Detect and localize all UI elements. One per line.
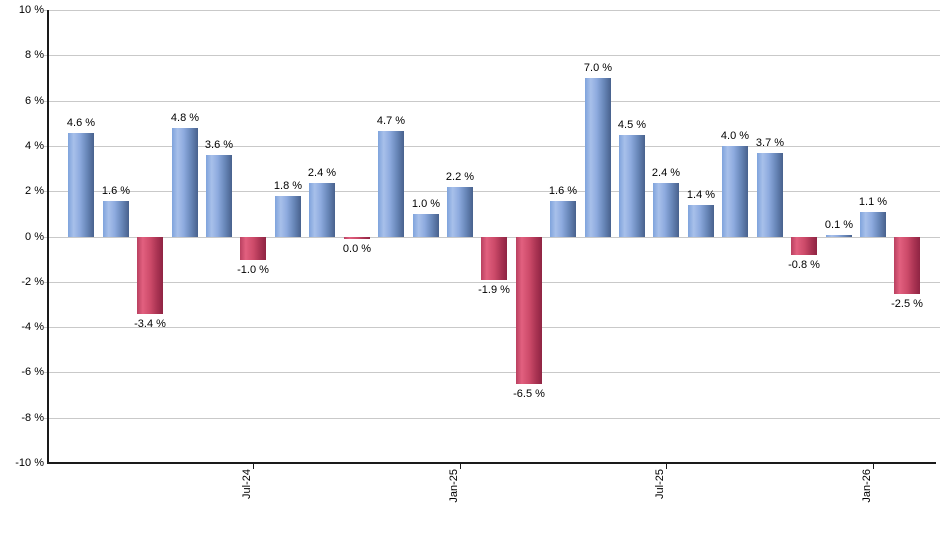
bar-positive <box>103 201 129 237</box>
bar-value-label: 3.7 % <box>755 137 785 149</box>
x-axis-tick-label: Jul-24 <box>241 469 253 499</box>
bar-negative <box>894 237 920 294</box>
y-axis-tick-label: -6 % <box>21 366 44 378</box>
y-gridline <box>44 146 940 147</box>
bar-positive <box>275 196 301 237</box>
y-axis-tick-label: 2 % <box>25 185 44 197</box>
bar-positive <box>550 201 576 237</box>
bar-value-label: 1.6 % <box>548 185 578 197</box>
bar-negative <box>791 237 817 255</box>
bar-value-label: -0.8 % <box>788 259 820 271</box>
x-axis-line <box>47 462 936 464</box>
y-gridline <box>44 327 940 328</box>
y-gridline <box>44 372 940 373</box>
bar-positive <box>653 183 679 237</box>
y-gridline <box>44 10 940 11</box>
bar-positive <box>688 205 714 237</box>
x-axis-tick <box>253 462 254 469</box>
bar-value-label: 2.2 % <box>445 171 475 183</box>
bar-value-label: 7.0 % <box>583 62 613 74</box>
bar-positive <box>68 133 94 237</box>
bar-negative <box>516 237 542 384</box>
x-axis-tick <box>460 462 461 469</box>
bar-value-label: -6.5 % <box>513 388 545 400</box>
bar-positive <box>378 131 404 237</box>
bar-value-label: -2.5 % <box>891 298 923 310</box>
y-gridline <box>44 191 940 192</box>
x-axis-tick <box>873 462 874 469</box>
y-gridline <box>44 282 940 283</box>
bar-positive <box>860 212 886 237</box>
y-gridline <box>44 418 940 419</box>
y-axis-tick-label: 6 % <box>25 95 44 107</box>
x-axis-tick-label: Jan-26 <box>861 469 873 503</box>
bar-value-label: -3.4 % <box>134 318 166 330</box>
bar-positive <box>619 135 645 237</box>
bar-value-label: 2.4 % <box>307 167 337 179</box>
y-axis-tick-label: -10 % <box>15 457 44 469</box>
bar-value-label: 1.6 % <box>101 185 131 197</box>
bar-positive <box>826 235 852 237</box>
bar-value-label: 4.0 % <box>720 130 750 142</box>
bar-value-label: -1.0 % <box>237 264 269 276</box>
bar-value-label: 2.4 % <box>651 167 681 179</box>
bar-positive <box>172 128 198 237</box>
bar-value-label: 0.0 % <box>342 243 372 255</box>
bar-positive <box>413 214 439 237</box>
bar-value-label: 4.6 % <box>66 117 96 129</box>
bar-positive <box>585 78 611 237</box>
y-axis-tick-label: -4 % <box>21 321 44 333</box>
bar-negative <box>137 237 163 314</box>
bar-positive <box>757 153 783 237</box>
y-gridline <box>44 55 940 56</box>
y-axis-tick-label: 0 % <box>25 231 44 243</box>
x-axis-tick <box>666 462 667 469</box>
bar-positive <box>206 155 232 237</box>
bar-value-label: 1.1 % <box>858 196 888 208</box>
bar-value-label: 4.8 % <box>170 112 200 124</box>
y-axis-tick-label: 4 % <box>25 140 44 152</box>
bar-negative <box>481 237 507 280</box>
bar-positive <box>447 187 473 237</box>
bar-value-label: 1.0 % <box>411 198 441 210</box>
x-axis-tick-label: Jan-25 <box>448 469 460 503</box>
bar-value-label: 4.7 % <box>376 115 406 127</box>
y-axis-tick-label: 10 % <box>18 4 44 16</box>
x-axis-tick-label: Jul-25 <box>654 469 666 499</box>
y-axis-tick-label: -8 % <box>21 412 44 424</box>
y-gridline <box>44 101 940 102</box>
bar-value-label: 0.1 % <box>824 219 854 231</box>
bar-value-label: 1.4 % <box>686 189 716 201</box>
bar-negative <box>240 237 266 260</box>
bar-positive <box>722 146 748 237</box>
bar-value-label: 3.6 % <box>204 139 234 151</box>
bar-positive <box>309 183 335 237</box>
bar-negative <box>344 237 370 239</box>
y-axis-tick-label: -2 % <box>21 276 44 288</box>
y-axis-line <box>47 10 49 463</box>
y-axis-tick-label: 8 % <box>25 49 44 61</box>
bar-value-label: -1.9 % <box>478 284 510 296</box>
bar-value-label: 1.8 % <box>273 180 303 192</box>
bar-value-label: 4.5 % <box>617 119 647 131</box>
